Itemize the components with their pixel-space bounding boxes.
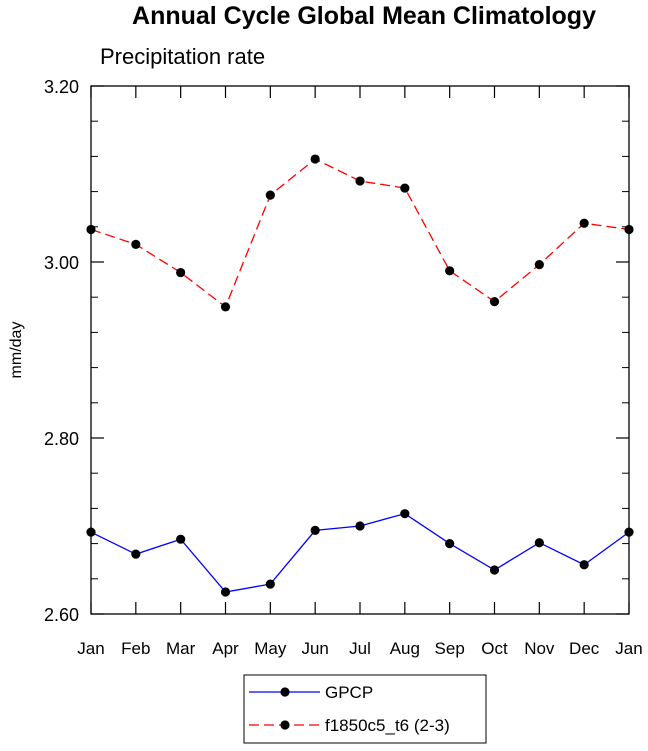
legend-label-1: f1850c5_t6 (2-3)	[325, 716, 450, 735]
x-tick-label: May	[254, 639, 287, 658]
data-point	[445, 539, 455, 549]
data-point	[355, 176, 365, 186]
x-tick-label: Aug	[390, 639, 420, 658]
x-tick-label: Apr	[212, 639, 239, 658]
y-tick-label: 3.00	[44, 253, 79, 273]
plot-frame	[90, 85, 630, 615]
data-point	[265, 190, 275, 200]
data-point	[176, 267, 186, 278]
data-point	[534, 260, 544, 270]
x-tick-label: Jul	[349, 639, 371, 658]
data-point	[489, 297, 500, 307]
legend-marker-1	[280, 720, 290, 730]
x-tick-label: Oct	[481, 639, 508, 658]
legend-marker-0	[280, 687, 290, 697]
data-point	[489, 565, 500, 575]
x-tick-label: Jan	[615, 639, 642, 658]
x-tick-labels: Jan Feb Mar Apr May Jun Jul Aug Sep Oct Nov Dec Jan	[77, 639, 642, 658]
series-layer	[86, 154, 634, 597]
data-point	[400, 509, 410, 519]
x-tick-label: Jan	[77, 639, 104, 658]
y-tick-labels: 3.20 3.00 2.80 2.60	[44, 77, 79, 625]
chart-title: Annual Cycle Global Mean Climatology	[132, 2, 596, 30]
data-point	[131, 239, 141, 249]
data-point	[310, 525, 320, 536]
x-tick-label: Feb	[121, 639, 150, 658]
major-ticks	[90, 85, 630, 615]
y-tick-label: 3.20	[44, 77, 79, 97]
y-tick-label: 2.60	[44, 605, 79, 625]
data-point	[220, 302, 231, 312]
minor-ticks	[91, 85, 629, 615]
chart-subtitle: Precipitation rate	[100, 44, 265, 69]
data-point	[400, 183, 410, 193]
data-point	[131, 549, 141, 559]
x-tick-label: Dec	[569, 639, 600, 658]
data-point	[534, 538, 544, 548]
y-tick-label: 2.80	[44, 429, 79, 449]
data-point	[579, 218, 589, 228]
x-tick-label: Sep	[435, 639, 465, 658]
data-point	[310, 154, 320, 164]
data-point	[220, 587, 231, 597]
data-point	[355, 521, 365, 531]
x-tick-label: Nov	[524, 639, 555, 658]
legend: GPCP f1850c5_t6 (2-3)	[243, 674, 487, 744]
y-axis-label: mm/day	[8, 322, 25, 379]
x-tick-label: Jun	[301, 639, 328, 658]
legend-box	[243, 674, 487, 744]
data-point	[176, 534, 186, 544]
legend-label-0: GPCP	[325, 683, 373, 702]
data-point	[579, 560, 589, 570]
data-point	[265, 579, 275, 589]
data-point	[445, 266, 455, 276]
x-tick-label: Mar	[166, 639, 196, 658]
